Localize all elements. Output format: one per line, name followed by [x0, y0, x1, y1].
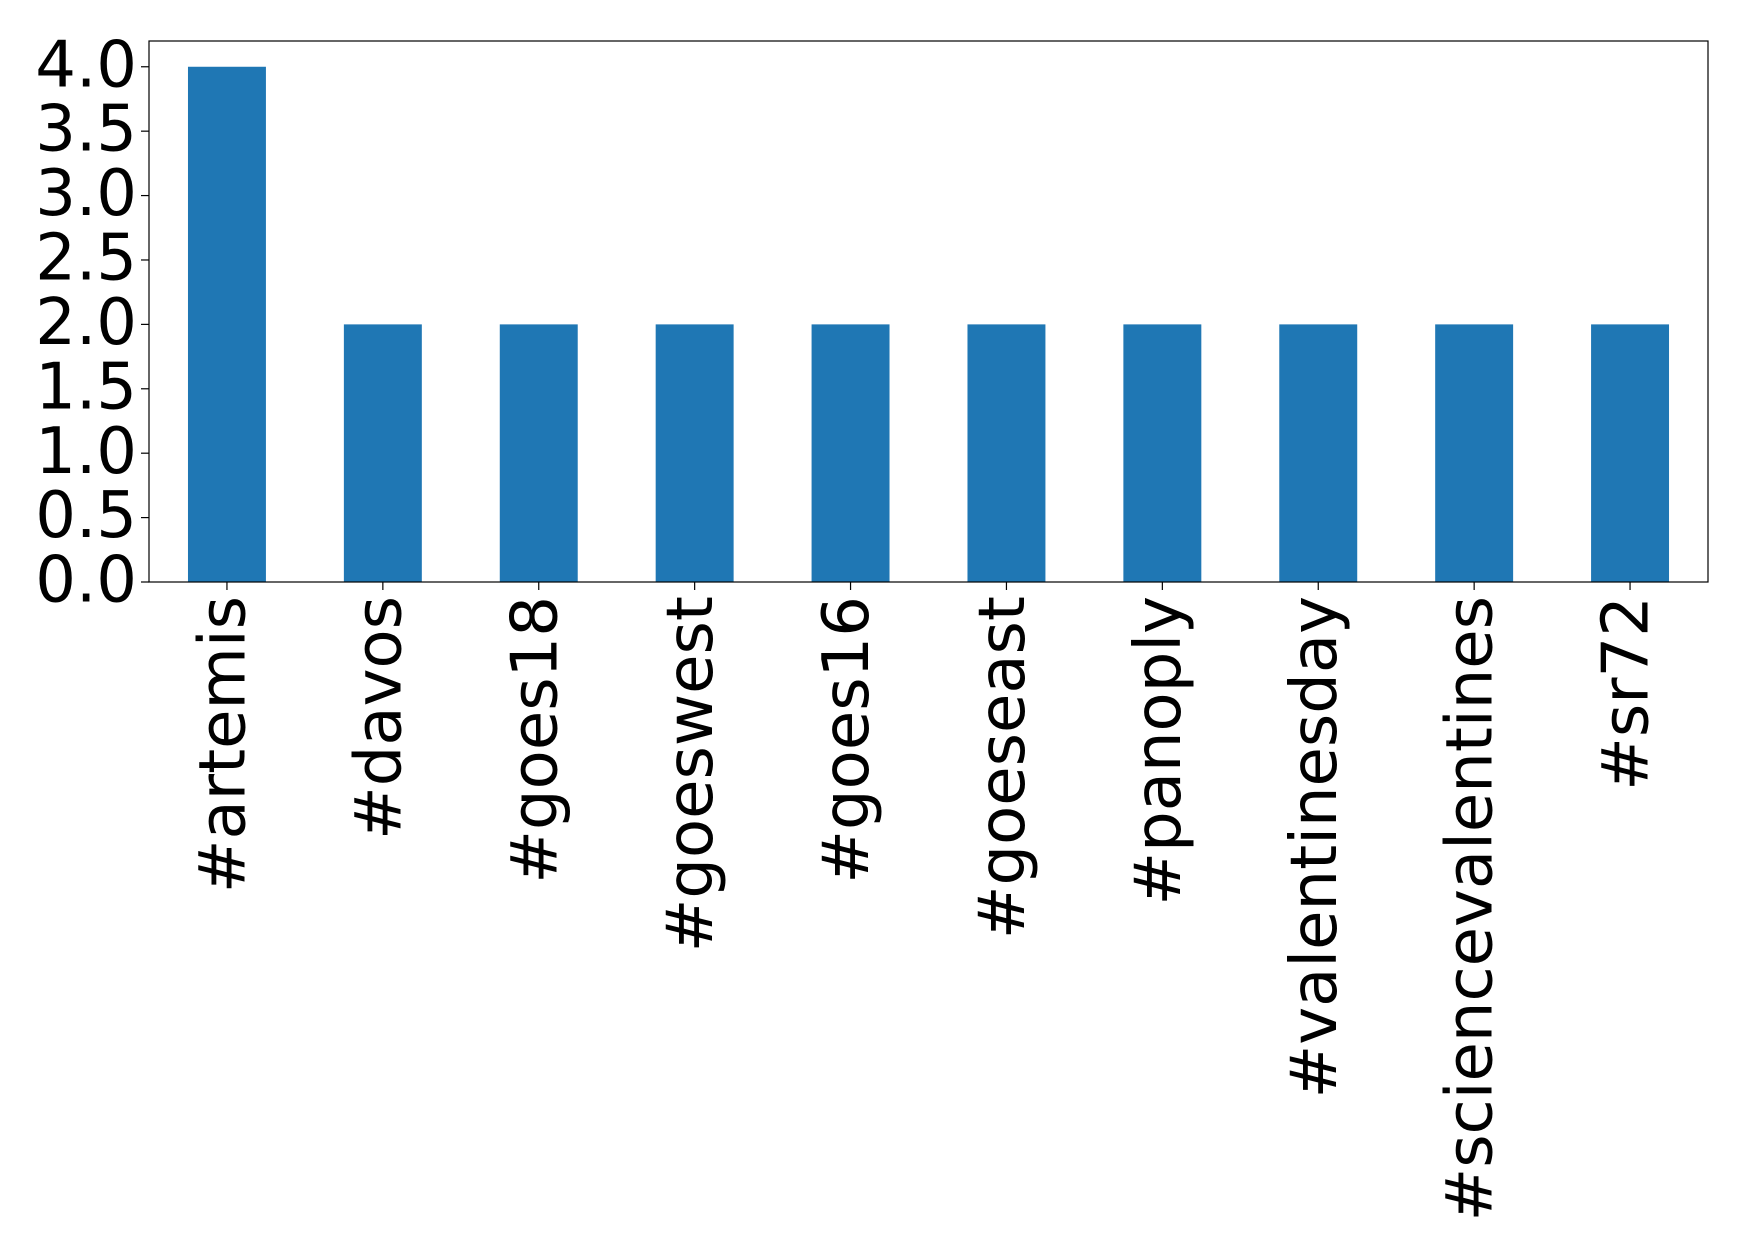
x-tick-label: #sr72 — [1590, 596, 1664, 791]
bar — [967, 324, 1046, 582]
bar — [1279, 324, 1358, 582]
x-tick-label: #goeseast — [966, 596, 1040, 939]
bar — [655, 324, 734, 582]
y-tick-label: 2.5 — [35, 222, 137, 296]
bar — [499, 324, 578, 582]
x-tick-label: #valentinesday — [1278, 596, 1352, 1098]
x-tick-label: #artemis — [187, 596, 261, 893]
y-tick-label: 4.0 — [35, 28, 137, 102]
y-tick-label: 0.5 — [35, 479, 137, 553]
plot-frame — [148, 40, 1709, 583]
x-tick-label: #goes18 — [498, 596, 572, 884]
y-tick-label: 3.0 — [35, 157, 137, 231]
y-tick-label: 3.5 — [35, 93, 137, 167]
y-tick-label: 1.5 — [35, 350, 137, 424]
bar — [343, 324, 422, 582]
bar — [187, 66, 266, 582]
bar — [811, 324, 890, 582]
bar — [1591, 324, 1670, 582]
x-tick-label: #panoply — [1122, 596, 1196, 905]
x-tick-label: #davos — [342, 596, 416, 840]
bar — [1123, 324, 1202, 582]
x-tick-label: #goes16 — [810, 596, 884, 884]
x-tick-label: #sciencevalentines — [1434, 596, 1508, 1221]
y-tick-label: 0.0 — [35, 544, 137, 618]
y-tick-label: 1.0 — [35, 415, 137, 489]
y-tick-label: 2.0 — [35, 286, 137, 360]
bar — [1435, 324, 1514, 582]
x-tick-label: #goeswest — [654, 596, 728, 952]
